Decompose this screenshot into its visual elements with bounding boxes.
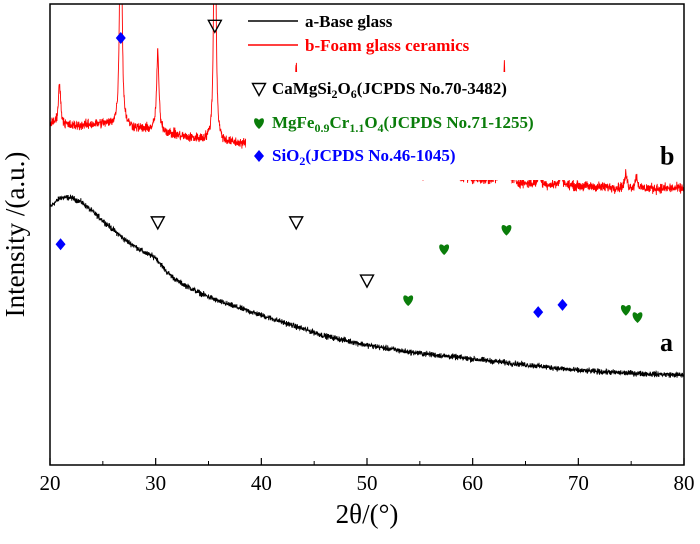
peak-marker-heart <box>439 244 450 256</box>
x-tick-label: 50 <box>357 471 378 495</box>
peak-marker-diamond <box>55 238 66 251</box>
curve-label-a: a <box>660 328 673 357</box>
peak-marker-diamond <box>557 298 568 311</box>
x-axis-title: 2θ/(°) <box>336 499 399 529</box>
peak-marker-heart <box>501 224 512 236</box>
peak-marker-triangle <box>288 216 304 231</box>
x-tick-label: 60 <box>462 471 483 495</box>
peak-marker-diamond <box>115 31 126 44</box>
phase-legend-label: SiO2(JCPDS No.46-1045) <box>272 146 456 168</box>
peak-marker-triangle <box>207 19 223 34</box>
phase-legend-symbol <box>254 118 264 129</box>
legend-label: a-Base glass <box>305 12 393 31</box>
peak-markers <box>55 19 643 323</box>
x-tick-label: 80 <box>674 471 695 495</box>
curve-label-b: b <box>660 141 674 170</box>
phase-legend-symbol <box>254 150 264 162</box>
series-legend: a-Base glass b-Foam glass ceramics <box>248 12 470 55</box>
phase-legend: CaMgSi2O6(JCPDS No.70-3482) MgFe0.9Cr1.1O… <box>246 72 578 180</box>
legend-label: b-Foam glass ceramics <box>305 36 470 55</box>
peak-marker-triangle <box>150 216 166 231</box>
y-axis-title: Intensity /(a.u.) <box>0 152 30 318</box>
peak-marker-triangle <box>359 274 375 289</box>
peak-marker-heart <box>403 295 414 307</box>
x-tick-label: 40 <box>251 471 272 495</box>
peak-marker-diamond <box>533 306 544 319</box>
x-axis-ticks: 20 30 40 50 60 70 80 <box>40 458 695 495</box>
peak-marker-heart <box>620 305 631 316</box>
phase-legend-box <box>246 72 578 180</box>
series-line-a <box>50 194 684 378</box>
phase-legend-symbol <box>251 82 267 97</box>
peak-marker-heart <box>632 312 643 323</box>
phase-legend-label: MgFe0.9Cr1.1O4(JCPDS No.71-1255) <box>272 113 534 135</box>
x-tick-label: 70 <box>568 471 589 495</box>
x-tick-label: 30 <box>145 471 166 495</box>
x-tick-label: 20 <box>40 471 61 495</box>
phase-legend-label: CaMgSi2O6(JCPDS No.70-3482) <box>272 79 507 101</box>
curve-labels: ab <box>660 141 674 357</box>
